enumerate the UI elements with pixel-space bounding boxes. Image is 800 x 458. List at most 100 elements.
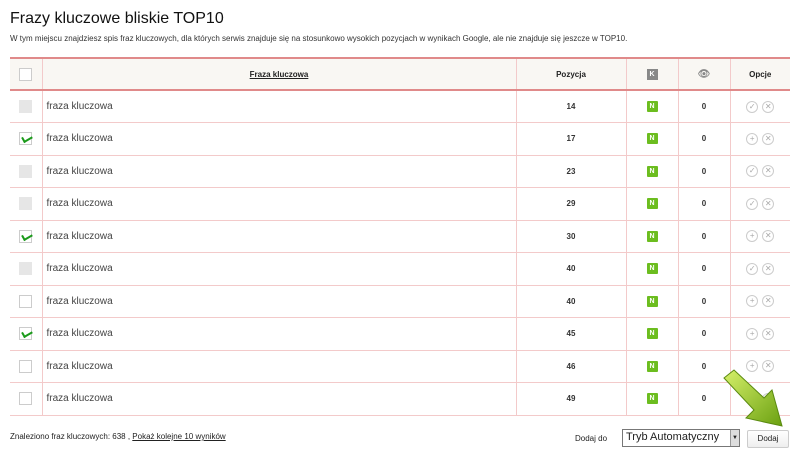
show-more-link[interactable]: Pokaż kolejne 10 wyników xyxy=(132,432,226,441)
badge-cell: N xyxy=(625,252,678,286)
row-checkbox xyxy=(19,197,33,211)
close-icon[interactable]: ✕ xyxy=(762,327,775,340)
options-cell: ✓ ✕ xyxy=(729,187,790,221)
close-icon[interactable]: ✕ xyxy=(762,262,775,275)
row-checkbox[interactable] xyxy=(19,392,33,406)
row-checkbox[interactable] xyxy=(19,132,33,146)
options-cell: +✕ xyxy=(729,317,790,351)
found-count: Znaleziono fraz kluczowych: 638 , xyxy=(10,432,131,441)
views-cell: 0 xyxy=(677,252,730,286)
phrase-cell: fraza kluczowa xyxy=(41,122,516,156)
n-badge-icon: N xyxy=(646,393,658,405)
row-checkbox[interactable] xyxy=(19,359,33,373)
plus-icon[interactable]: + xyxy=(746,230,759,243)
phrase-cell: fraza kluczowa xyxy=(41,155,516,188)
close-icon[interactable]: ✕ xyxy=(762,230,775,243)
phrase-cell: fraza kluczowa xyxy=(41,382,516,416)
table-row: fraza kluczowa 49 N 0 +✕ xyxy=(10,382,790,416)
badge-cell: N xyxy=(625,350,678,383)
k-icon: K xyxy=(646,68,658,80)
check-icon[interactable]: ✓ xyxy=(746,262,759,275)
phrase-cell: fraza kluczowa xyxy=(41,220,516,253)
table-row: fraza kluczowa 23 N 0 ✓ ✕ xyxy=(10,155,790,188)
page-title: Frazy kluczowe bliskie TOP10 xyxy=(10,10,224,27)
header-options: Opcje xyxy=(729,57,790,91)
position-cell: 45 xyxy=(515,317,626,351)
header-views: 👁 xyxy=(677,57,730,91)
table-row: fraza kluczowa 17 N 0 + ✕ xyxy=(10,122,790,156)
views-cell: 0 xyxy=(677,122,730,156)
header-k: K xyxy=(625,57,678,91)
n-badge-icon: N xyxy=(646,230,658,242)
views-cell: 0 xyxy=(677,155,730,188)
check-icon[interactable]: ✓ xyxy=(746,197,759,210)
dropdown-arrow-icon[interactable]: ▼ xyxy=(730,430,739,446)
position-cell: 14 xyxy=(515,90,626,123)
keywords-table: Fraza kluczowa Pozycja K 👁 Opcje fraza k… xyxy=(10,57,790,416)
badge-cell: N xyxy=(625,90,678,123)
position-cell: 46 xyxy=(515,350,626,383)
n-badge-icon: N xyxy=(646,165,658,177)
checkbox-cell xyxy=(10,122,42,156)
checkbox-cell xyxy=(10,285,42,318)
sort-phrase-link[interactable]: Fraza kluczowa xyxy=(249,69,309,79)
options-cell: +✕ xyxy=(729,220,790,253)
n-badge-icon: N xyxy=(646,101,658,112)
row-checkbox[interactable] xyxy=(19,229,33,243)
row-checkbox xyxy=(19,164,33,178)
close-icon[interactable]: ✕ xyxy=(762,165,775,178)
close-icon[interactable]: ✕ xyxy=(762,132,775,145)
row-checkbox[interactable] xyxy=(19,294,33,308)
badge-cell: N xyxy=(625,285,678,318)
position-cell: 17 xyxy=(515,122,626,156)
add-to-label: Dodaj do xyxy=(575,434,608,443)
phrase-cell: fraza kluczowa xyxy=(41,252,516,286)
views-cell: 0 xyxy=(677,382,730,416)
position-cell: 40 xyxy=(515,285,626,318)
badge-cell: N xyxy=(625,317,678,351)
options-cell: ✓ ✕ xyxy=(729,252,790,286)
results-summary: Znaleziono fraz kluczowych: 638 , Pokaż … xyxy=(10,432,226,441)
add-button[interactable]: Dodaj xyxy=(747,430,789,448)
plus-icon[interactable]: + xyxy=(746,295,759,308)
close-icon[interactable]: ✕ xyxy=(762,360,775,373)
row-checkbox[interactable] xyxy=(19,327,33,341)
position-cell: 23 xyxy=(515,155,626,188)
table-row: fraza kluczowa 40 N 0 ✓ ✕ xyxy=(10,252,790,286)
row-checkbox xyxy=(19,262,33,276)
checkbox-cell xyxy=(10,220,42,253)
checkbox-cell xyxy=(10,155,42,188)
close-icon[interactable]: ✕ xyxy=(762,295,775,308)
close-icon[interactable]: ✕ xyxy=(762,197,775,210)
page-description: W tym miejscu znajdziesz spis fraz klucz… xyxy=(10,34,628,43)
n-badge-icon: N xyxy=(646,133,658,145)
badge-cell: N xyxy=(625,122,678,156)
check-icon[interactable]: ✓ xyxy=(746,165,759,178)
phrase-cell: fraza kluczowa xyxy=(41,317,516,351)
n-badge-icon: N xyxy=(646,360,658,372)
add-to-select[interactable]: Tryb Automatyczny ▼ xyxy=(622,429,740,447)
position-cell: 30 xyxy=(515,220,626,253)
header-phrase: Fraza kluczowa xyxy=(41,57,516,91)
eye-icon: 👁 xyxy=(697,68,711,80)
select-value: Tryb Automatyczny xyxy=(626,431,720,443)
plus-icon[interactable]: + xyxy=(746,327,759,340)
plus-icon[interactable]: + xyxy=(746,360,759,373)
close-icon[interactable]: ✕ xyxy=(762,100,775,113)
checkbox-cell xyxy=(10,382,42,416)
check-icon[interactable]: ✓ xyxy=(746,100,759,113)
table-row: fraza kluczowa 29 N 0 ✓ ✕ xyxy=(10,187,790,221)
table-row: fraza kluczowa 46 N 0 + ✕ xyxy=(10,350,790,383)
plus-icon[interactable]: + xyxy=(746,132,759,145)
table-row: fraza kluczowa 40 N 0 + ✕ xyxy=(10,285,790,318)
badge-cell: N xyxy=(625,187,678,221)
views-cell: 0 xyxy=(677,317,730,351)
phrase-cell: fraza kluczowa xyxy=(41,350,516,383)
select-all-checkbox[interactable] xyxy=(19,67,33,81)
n-badge-icon: N xyxy=(646,198,658,210)
pointer-arrow-icon xyxy=(723,369,783,427)
options-cell: +✕ xyxy=(729,285,790,318)
badge-cell: N xyxy=(625,220,678,253)
views-cell: 0 xyxy=(677,285,730,318)
row-checkbox xyxy=(19,100,33,113)
